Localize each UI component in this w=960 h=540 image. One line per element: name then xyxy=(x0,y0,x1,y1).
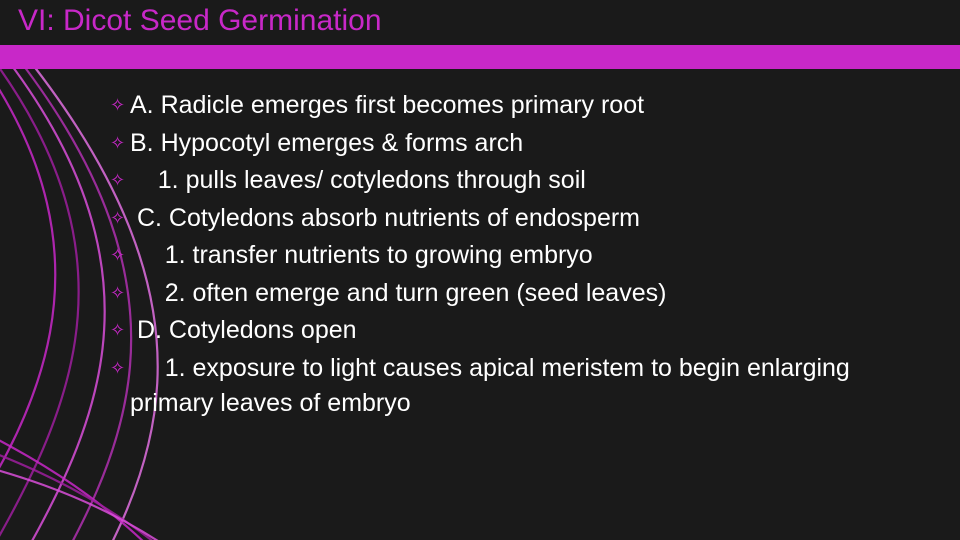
bullet-icon: ✧ xyxy=(110,168,130,194)
bullet-item: ✧ 2. often emerge and turn green (seed l… xyxy=(110,276,930,312)
bullet-item: ✧A. Radicle emerges first becomes primar… xyxy=(110,88,930,124)
bullet-text: D. Cotyledons open xyxy=(130,313,930,349)
bullet-icon: ✧ xyxy=(110,206,130,232)
bullet-icon: ✧ xyxy=(110,243,130,269)
bullet-text: A. Radicle emerges first becomes primary… xyxy=(130,88,930,124)
bullet-icon: ✧ xyxy=(110,318,130,344)
bullet-icon: ✧ xyxy=(110,281,130,307)
bullet-item: ✧B. Hypocotyl emerges & forms arch xyxy=(110,126,930,162)
bullet-text: B. Hypocotyl emerges & forms arch xyxy=(130,126,930,162)
bullet-text: C. Cotyledons absorb nutrients of endosp… xyxy=(130,201,930,237)
bullet-icon: ✧ xyxy=(110,356,130,382)
bullet-text: 1. exposure to light causes apical meris… xyxy=(130,351,930,422)
bullet-text: 2. often emerge and turn green (seed lea… xyxy=(130,276,930,312)
slide: VI: Dicot Seed Germination ✧A. Radicle e… xyxy=(0,0,960,540)
bullet-item: ✧ 1. pulls leaves/ cotyledons through so… xyxy=(110,163,930,199)
bullet-item: ✧ C. Cotyledons absorb nutrients of endo… xyxy=(110,201,930,237)
bullet-text: 1. transfer nutrients to growing embryo xyxy=(130,238,930,274)
bullet-item: ✧ D. Cotyledons open xyxy=(110,313,930,349)
bullet-icon: ✧ xyxy=(110,93,130,119)
bullet-list: ✧A. Radicle emerges first becomes primar… xyxy=(110,88,930,424)
bullet-item: ✧ 1. exposure to light causes apical mer… xyxy=(110,351,930,422)
accent-bar xyxy=(0,45,960,69)
bullet-item: ✧ 1. transfer nutrients to growing embry… xyxy=(110,238,930,274)
bullet-icon: ✧ xyxy=(110,131,130,157)
slide-title: VI: Dicot Seed Germination xyxy=(18,4,382,38)
bullet-text: 1. pulls leaves/ cotyledons through soil xyxy=(130,163,930,199)
